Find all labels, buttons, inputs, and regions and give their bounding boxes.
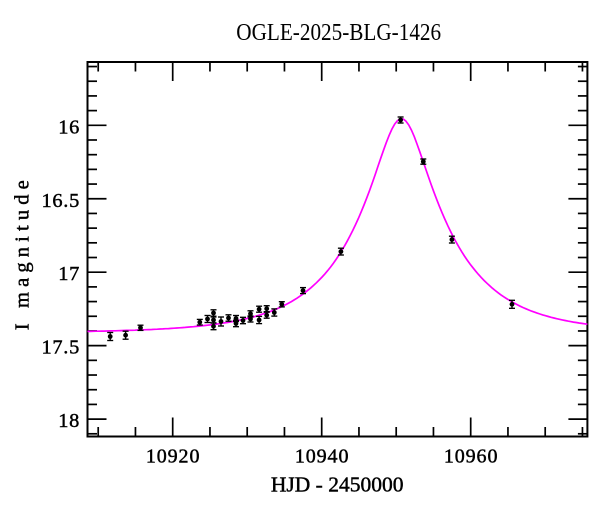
svg-text:17: 17 [58,263,80,285]
svg-text:16.5: 16.5 [42,190,80,212]
svg-text:I magnitude: I magnitude [12,175,34,330]
svg-text:16: 16 [58,116,80,138]
svg-text:10960: 10960 [444,445,499,467]
svg-text:10940: 10940 [295,445,350,467]
svg-text:HJD - 2450000: HJD - 2450000 [271,473,404,497]
svg-text:17.5: 17.5 [42,337,80,359]
svg-text:OGLE-2025-BLG-1426: OGLE-2025-BLG-1426 [236,19,441,46]
svg-text:18: 18 [58,410,80,432]
svg-text:10920: 10920 [146,445,201,467]
